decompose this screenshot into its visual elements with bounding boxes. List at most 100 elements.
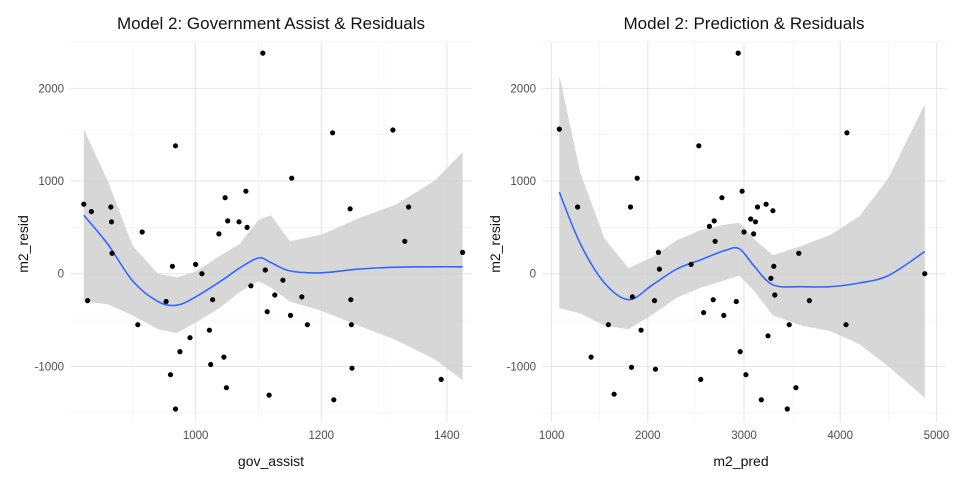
data-point [243, 188, 249, 194]
data-point [652, 366, 659, 372]
y-tick-label: 0 [530, 269, 536, 281]
data-point [634, 175, 640, 181]
data-point [348, 297, 354, 303]
left-x-axis-label: gov_assist [238, 453, 304, 469]
data-point [187, 335, 193, 341]
data-point [225, 218, 231, 224]
data-point [304, 322, 310, 328]
data-point [331, 397, 337, 403]
data-point [222, 195, 228, 201]
data-point [737, 349, 743, 355]
data-point [81, 201, 87, 207]
data-point [628, 364, 635, 370]
data-point [655, 249, 662, 255]
data-point [262, 267, 268, 273]
data-point [758, 397, 764, 403]
data-point [627, 204, 634, 210]
data-point [710, 297, 716, 303]
right-smooth-line [558, 191, 926, 301]
left-y-tick-labels: -1000 0 1000 2000 [35, 83, 64, 373]
data-point [85, 298, 91, 304]
left-panel-title: Model 2: Government Assist & Residuals [117, 14, 425, 33]
data-point [460, 249, 466, 255]
data-point [272, 292, 278, 298]
data-point [248, 283, 254, 289]
data-point [216, 231, 222, 237]
right-points [556, 50, 928, 412]
data-point [139, 229, 145, 235]
data-point [611, 391, 617, 397]
data-point [172, 406, 179, 412]
data-point [733, 298, 739, 305]
data-point [406, 204, 412, 210]
data-point [768, 275, 774, 281]
data-point [221, 354, 227, 360]
left-points [81, 50, 466, 412]
right-y-axis-label: m2_resid [487, 215, 503, 273]
data-point [199, 271, 205, 277]
x-tick-label: 1400 [434, 430, 460, 442]
data-point [688, 261, 694, 267]
data-point [266, 392, 272, 398]
left-band-area [83, 129, 463, 381]
x-tick-label: 1000 [539, 430, 565, 442]
data-point [108, 219, 115, 225]
x-tick-label: 1200 [308, 430, 334, 442]
data-point [438, 376, 444, 382]
data-point [735, 50, 741, 56]
data-point [706, 223, 713, 229]
data-point [739, 188, 745, 194]
data-point [765, 333, 771, 339]
y-tick-label: -1000 [35, 361, 64, 373]
data-point [752, 219, 759, 225]
data-point [721, 312, 727, 318]
data-point [347, 206, 353, 212]
left-y-axis-label: m2_resid [15, 215, 31, 273]
data-point [172, 143, 179, 149]
data-point [588, 354, 594, 360]
y-tick-label: 0 [58, 269, 64, 281]
data-point [109, 250, 115, 256]
data-point [260, 50, 266, 56]
data-point [763, 201, 769, 207]
data-point [605, 322, 612, 328]
data-point [806, 298, 813, 304]
data-point [638, 327, 644, 333]
data-point [289, 175, 295, 181]
data-point [167, 372, 174, 378]
data-point [210, 297, 216, 303]
data-point [287, 312, 294, 318]
left-panel: Model 2: Government Assist & Residuals 1… [15, 14, 472, 469]
right-band-area [559, 75, 925, 398]
data-point [244, 224, 250, 230]
y-tick-label: -1000 [507, 361, 536, 373]
right-panel: Model 2: Prediction & Residuals 1000 2000… [487, 14, 949, 469]
x-tick-label: 2000 [635, 430, 661, 442]
left-loess-line [83, 214, 463, 307]
data-point [772, 292, 778, 298]
data-point [88, 209, 94, 215]
x-tick-label: 5000 [924, 430, 950, 442]
data-point [193, 261, 199, 267]
data-point [264, 309, 270, 315]
data-point [796, 250, 802, 256]
data-point [135, 322, 141, 328]
data-point [402, 238, 408, 244]
data-point [748, 216, 754, 222]
data-point [754, 204, 761, 210]
data-point [741, 229, 747, 235]
data-point [751, 231, 757, 237]
left-x-tick-labels: 1000 1200 1400 [183, 430, 460, 442]
data-point [330, 130, 336, 136]
data-point [651, 298, 658, 304]
data-point [719, 195, 725, 201]
data-point [786, 322, 792, 328]
data-point [711, 218, 717, 224]
left-confidence-band [83, 129, 463, 381]
right-panel-title: Model 2: Prediction & Residuals [624, 14, 865, 33]
right-loess-line [558, 191, 926, 301]
data-point [208, 361, 214, 368]
y-tick-label: 2000 [38, 83, 64, 95]
